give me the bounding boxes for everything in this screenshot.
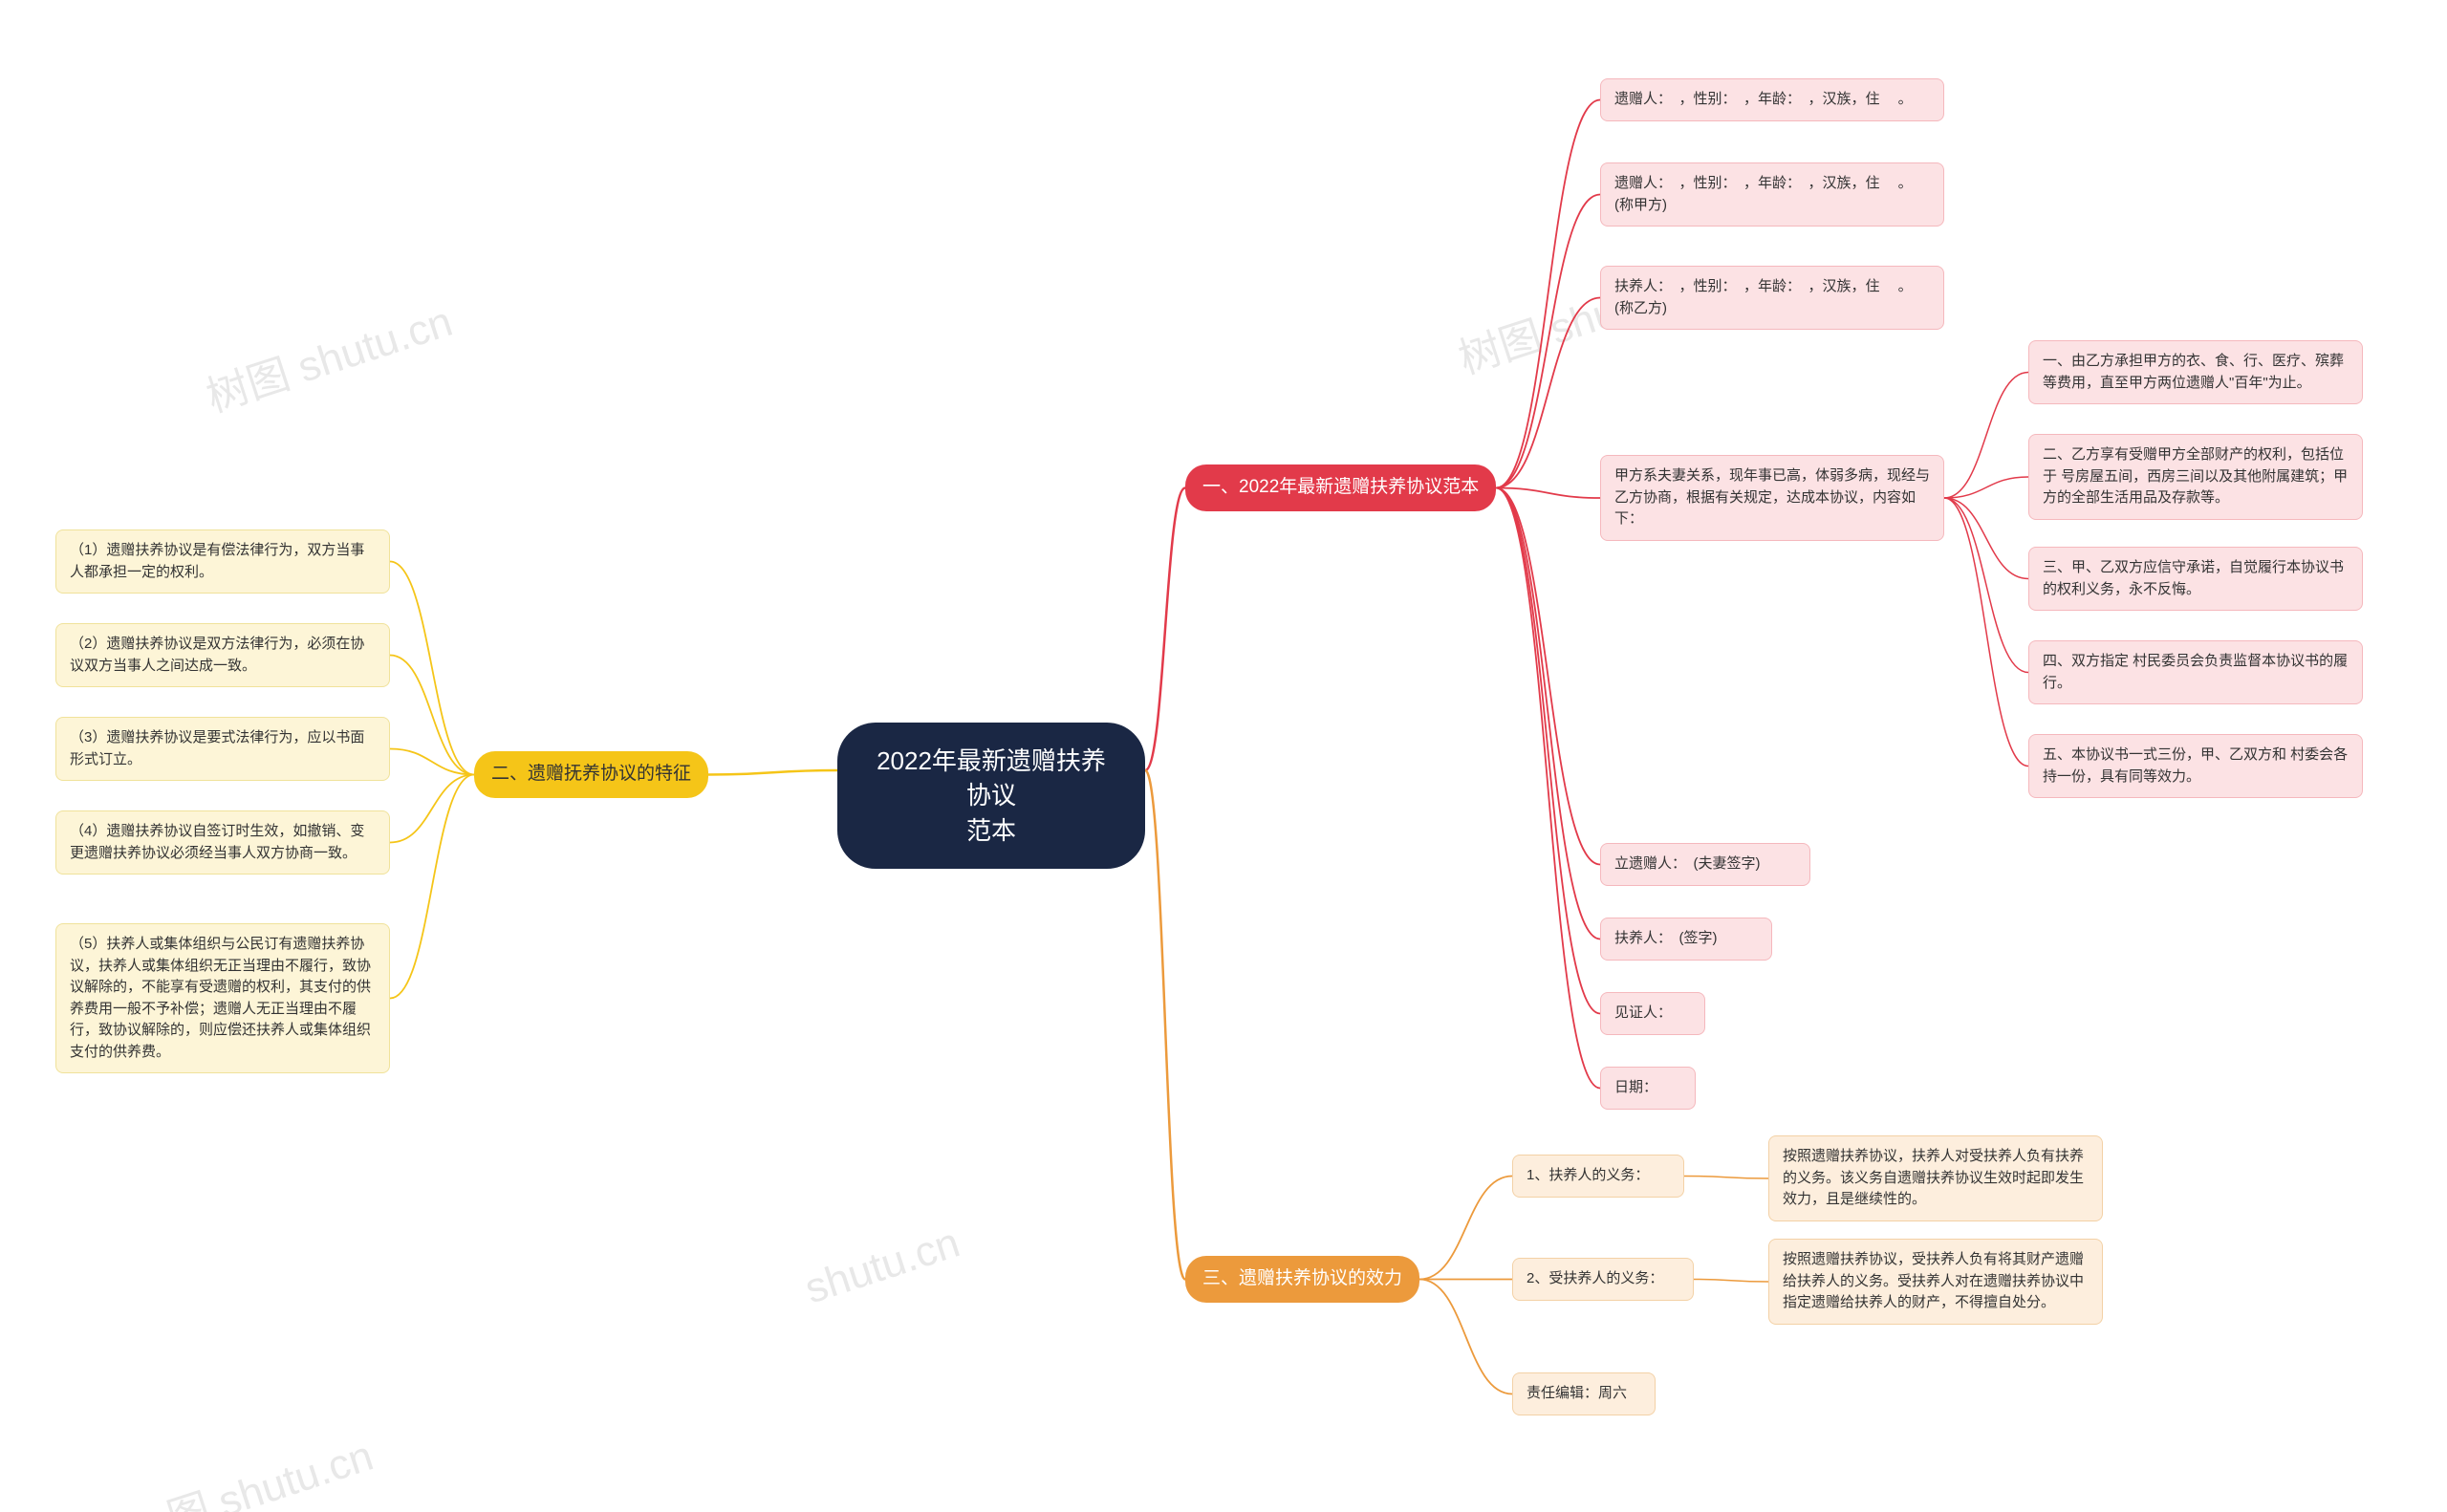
subleaf-node: 五、本协议书一式三份，甲、乙双方和 村委会各持一份，具有同等效力。 [2028, 734, 2363, 798]
branch-node: 一、2022年最新遗赠扶养协议范本 [1185, 464, 1496, 511]
subleaf-node: 一、由乙方承担甲方的衣、食、行、医疗、殡葬等费用，直至甲方两位遗赠人"百年"为止… [2028, 340, 2363, 404]
subleaf-node: 三、甲、乙双方应信守承诺，自觉履行本协议书的权利义务，永不反悔。 [2028, 547, 2363, 611]
leaf-node: 1、扶养人的义务： [1512, 1155, 1684, 1198]
branch-node: 三、遗赠扶养协议的效力 [1185, 1256, 1419, 1303]
watermark: shutu.cn [799, 1220, 965, 1314]
leaf-node: 扶养人： ，性别： ，年龄： ，汉族，住 。(称乙方) [1600, 266, 1944, 330]
subleaf-node: 四、双方指定 村民委员会负责监督本协议书的履行。 [2028, 640, 2363, 704]
leaf-node: 立遗赠人： (夫妻签字) [1600, 843, 1810, 886]
leaf-node: 甲方系夫妻关系，现年事已高，体弱多病，现经与乙方协商，根据有关规定，达成本协议，… [1600, 455, 1944, 541]
leaf-node: （3）遗赠扶养协议是要式法律行为，应以书面形式订立。 [55, 717, 390, 781]
subleaf-node: 按照遗赠扶养协议，扶养人对受扶养人负有扶养的义务。该义务自遗赠扶养协议生效时起即… [1768, 1135, 2103, 1221]
leaf-node: 扶养人： (签字) [1600, 918, 1772, 961]
subleaf-node: 按照遗赠扶养协议，受扶养人负有将其财产遗赠给扶养人的义务。受扶养人对在遗赠扶养协… [1768, 1239, 2103, 1325]
leaf-node: 责任编辑：周六 [1512, 1372, 1656, 1415]
leaf-node: 日期： [1600, 1067, 1696, 1110]
leaf-node: （2）遗赠扶养协议是双方法律行为，必须在协议双方当事人之间达成一致。 [55, 623, 390, 687]
leaf-node: 2、受扶养人的义务： [1512, 1258, 1694, 1301]
leaf-node: （1）遗赠扶养协议是有偿法律行为，双方当事人都承担一定的权利。 [55, 529, 390, 594]
leaf-node: （4）遗赠扶养协议自签订时生效，如撤销、变更遗赠扶养协议必须经当事人双方协商一致… [55, 810, 390, 875]
leaf-node: 遗赠人： ，性别： ，年龄： ，汉族，住 。(称甲方) [1600, 162, 1944, 227]
watermark: 树图 shutu.cn [198, 287, 459, 423]
leaf-node: 见证人： [1600, 992, 1705, 1035]
branch-node: 二、遗赠抚养协议的特征 [474, 751, 708, 798]
leaf-node: 遗赠人： ，性别： ，年龄： ，汉族，住 。 [1600, 78, 1944, 121]
leaf-node: （5）扶养人或集体组织与公民订有遗赠扶养协议，扶养人或集体组织无正当理由不履行，… [55, 923, 390, 1073]
watermark: 图 shutu.cn [159, 1421, 379, 1512]
center-node: 2022年最新遗赠扶养协议范本 [837, 723, 1145, 869]
subleaf-node: 二、乙方享有受赠甲方全部财产的权利，包括位于 号房屋五间，西房三间以及其他附属建… [2028, 434, 2363, 520]
